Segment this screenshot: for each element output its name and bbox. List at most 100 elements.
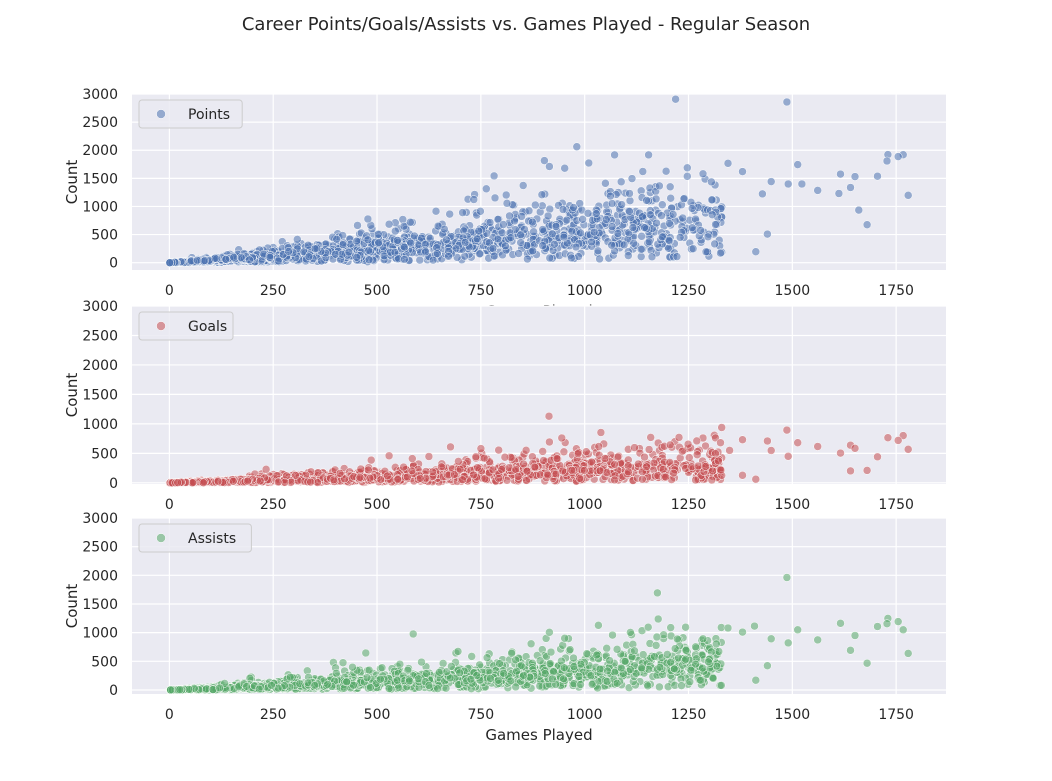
goals-point — [691, 475, 700, 485]
goals-point — [669, 468, 678, 478]
points-point — [293, 235, 302, 244]
x-tick-label: 1500 — [775, 283, 811, 299]
y-axis-label: Count — [63, 160, 81, 205]
assists-point — [438, 659, 448, 668]
points-point — [666, 193, 675, 203]
goals-point — [642, 462, 651, 471]
goals-point — [384, 451, 394, 461]
assists-point — [650, 652, 659, 661]
goals-point — [813, 442, 822, 451]
assists-point — [408, 629, 418, 639]
points-point — [485, 218, 495, 227]
goals-point — [306, 477, 315, 487]
points-point — [284, 247, 293, 256]
goals-point — [403, 472, 412, 482]
goals-point — [273, 477, 283, 487]
points-point — [474, 226, 484, 236]
points-point — [489, 251, 499, 261]
points-point — [862, 220, 872, 229]
points-point — [658, 232, 667, 242]
points-point — [523, 254, 532, 264]
points-point — [646, 210, 655, 219]
goals-point — [701, 462, 710, 471]
assists-point — [495, 659, 504, 668]
points-point — [551, 222, 561, 231]
goals-point — [476, 444, 486, 453]
points-point — [661, 166, 671, 176]
goals-point — [199, 478, 208, 487]
goals-point — [692, 450, 702, 459]
points-point — [873, 171, 882, 181]
points-point — [625, 207, 634, 216]
points-point — [344, 247, 354, 257]
points-point — [421, 247, 430, 257]
y-tick-label: 0 — [109, 256, 118, 272]
points-point — [651, 194, 661, 204]
goals-point — [473, 463, 482, 472]
points-point — [514, 249, 523, 258]
points-point — [538, 225, 547, 234]
goals-point — [356, 464, 366, 474]
points-point — [505, 211, 514, 221]
points-point — [406, 217, 415, 227]
points-point — [236, 253, 246, 262]
goals-point — [693, 461, 703, 471]
points-point — [595, 254, 604, 264]
points-point — [528, 246, 538, 256]
points-point — [572, 142, 582, 151]
goals-point — [783, 452, 793, 461]
points-point — [607, 240, 616, 250]
points-point — [569, 203, 578, 212]
points-point — [379, 251, 389, 261]
points-point — [460, 238, 470, 247]
points-point — [687, 223, 697, 232]
points-point — [625, 189, 634, 198]
goals-point — [580, 466, 589, 475]
y-tick-label: 0 — [109, 683, 118, 699]
goals-point — [766, 446, 776, 455]
goals-point — [557, 433, 567, 443]
points-point — [671, 94, 680, 104]
points-point — [619, 240, 629, 250]
x-tick-label: 250 — [260, 707, 287, 723]
goals-point — [243, 476, 252, 486]
goals-point — [594, 442, 604, 451]
goals-point — [738, 471, 747, 480]
points-point — [384, 219, 394, 229]
goals-point — [595, 466, 605, 476]
points-point — [488, 244, 498, 253]
goals-point — [674, 433, 684, 442]
x-tick-label: 1500 — [775, 497, 811, 513]
points-point — [707, 210, 717, 219]
y-tick-label: 500 — [91, 446, 118, 462]
x-tick-label: 1000 — [567, 497, 603, 513]
x-tick-label: 750 — [467, 283, 494, 299]
goals-point — [575, 474, 584, 483]
points-point — [698, 169, 708, 179]
goals-point — [424, 452, 434, 461]
points-point — [506, 233, 516, 242]
points-point — [664, 235, 674, 245]
y-tick-label: 3000 — [82, 299, 118, 315]
y-tick-label: 0 — [109, 476, 118, 492]
goals-point — [261, 465, 271, 474]
points-point — [601, 179, 610, 188]
assists-point — [681, 622, 690, 632]
legend-label: Goals — [188, 319, 227, 335]
assists-point — [717, 681, 726, 690]
assists-point — [666, 623, 675, 632]
points-points — [165, 94, 913, 267]
points-point — [548, 229, 557, 239]
goals-point — [543, 470, 552, 480]
points-point — [638, 167, 648, 176]
goals-point — [738, 435, 747, 444]
goals-point — [714, 456, 723, 466]
y-tick-label: 500 — [91, 228, 118, 244]
goals-point — [376, 475, 386, 484]
points-point — [545, 253, 555, 263]
assists-point — [602, 644, 611, 653]
points-point — [501, 241, 510, 251]
x-tick-label: 250 — [260, 283, 287, 299]
goals-point — [538, 447, 547, 456]
assists-point — [417, 657, 426, 667]
